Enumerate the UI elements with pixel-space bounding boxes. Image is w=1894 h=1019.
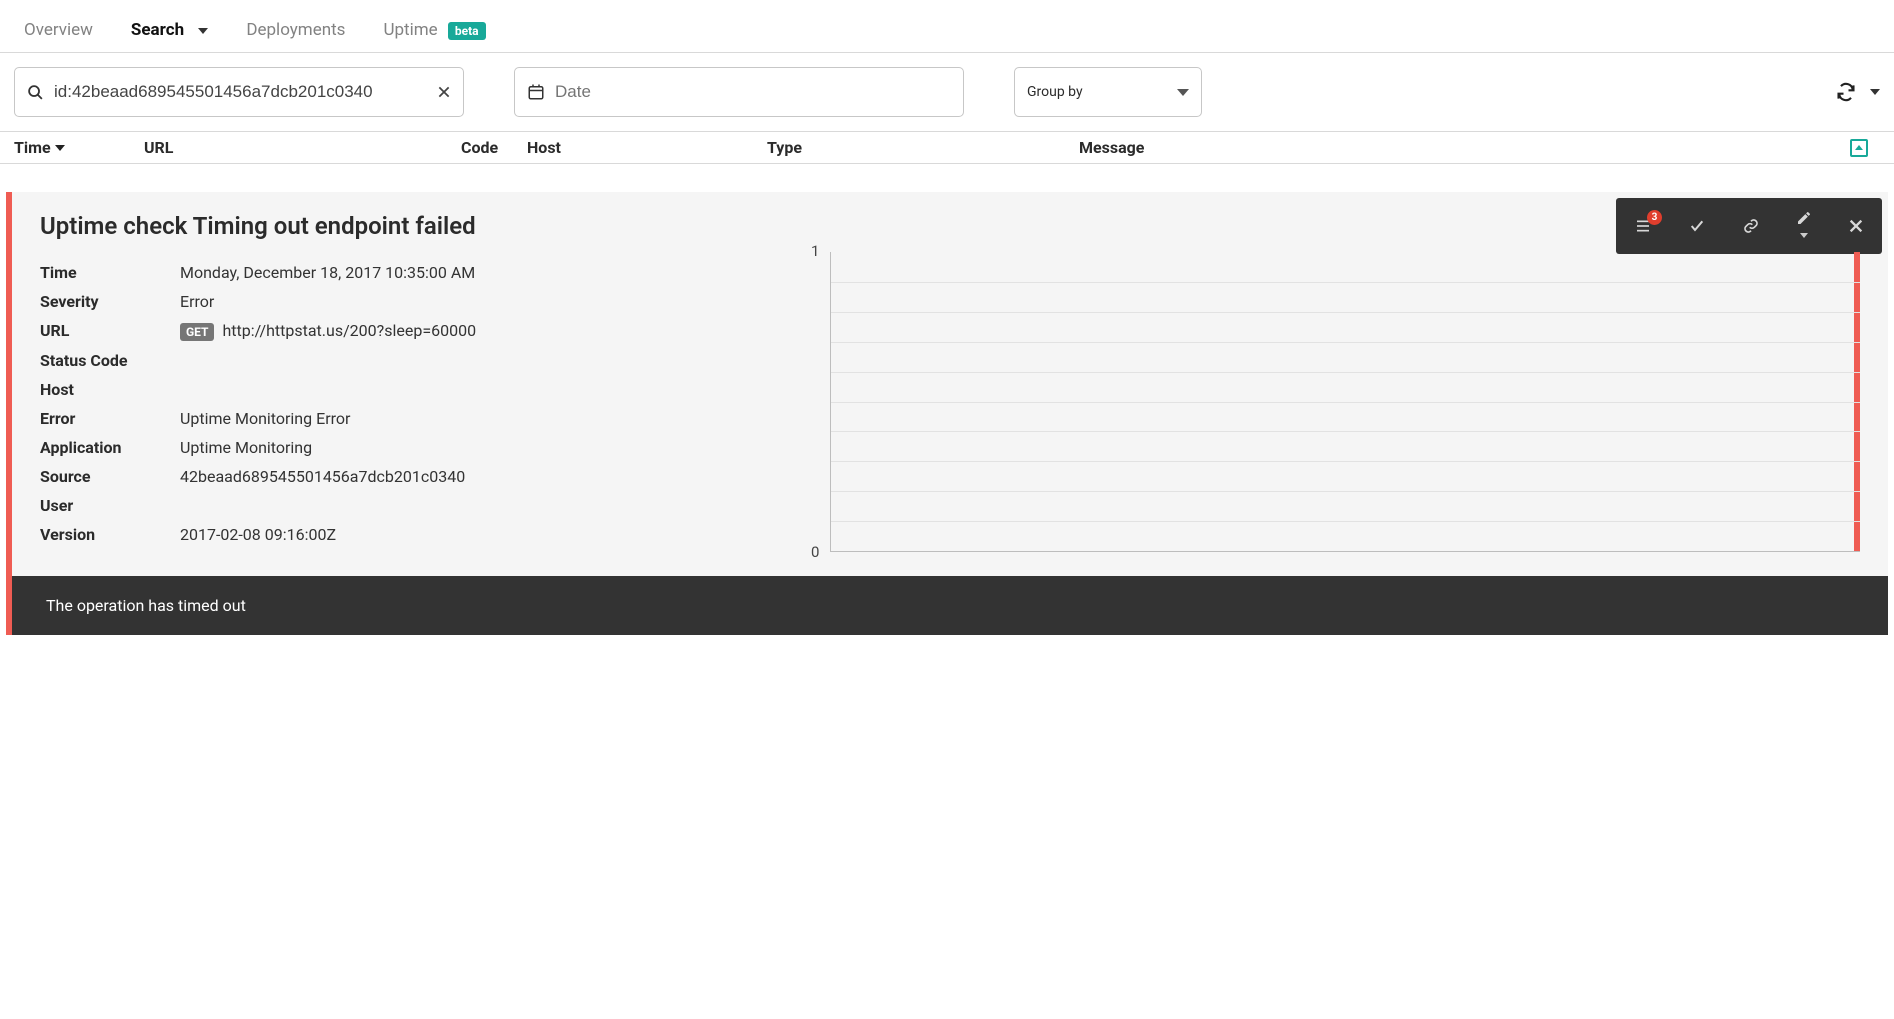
toolbar-list-button[interactable]: 3	[1616, 206, 1670, 246]
chart-ylabel-top: 1	[811, 242, 819, 260]
value-url: GET http://httpstat.us/200?sleep=60000	[180, 321, 476, 341]
clear-search-icon[interactable]	[437, 85, 451, 99]
filter-bar: Group by	[0, 53, 1894, 132]
toolbar-edit-button[interactable]	[1778, 198, 1830, 254]
nav-uptime-label: Uptime	[383, 20, 437, 40]
col-url[interactable]: URL	[144, 138, 461, 157]
detail-title: Uptime check Timing out endpoint failed	[40, 212, 780, 240]
detail-toolbar: 3	[1616, 198, 1882, 254]
label-host: Host	[40, 380, 180, 399]
nav-deployments[interactable]: Deployments	[246, 14, 345, 46]
notification-badge: 3	[1647, 210, 1662, 225]
refresh-icon[interactable]	[1836, 82, 1856, 102]
log-detail-panel: 3 Uptime check Timing out endpoint faile…	[6, 192, 1888, 635]
toolbar-link-button[interactable]	[1724, 206, 1778, 246]
caret-down-icon	[1800, 233, 1808, 238]
collapse-all-button[interactable]	[1850, 139, 1880, 157]
results-header: Time URL Code Host Type Message	[0, 132, 1894, 164]
value-version: 2017-02-08 09:16:00Z	[180, 525, 336, 544]
beta-badge: beta	[448, 22, 486, 40]
caret-down-icon	[198, 28, 208, 34]
nav-search[interactable]: Search	[131, 14, 208, 46]
toolbar-check-button[interactable]	[1670, 206, 1724, 246]
label-error: Error	[40, 409, 180, 428]
refresh-menu-caret-icon[interactable]	[1870, 89, 1880, 95]
col-message[interactable]: Message	[1079, 138, 1850, 157]
value-source: 42beaad689545501456a7dcb201c0340	[180, 467, 465, 486]
caret-down-icon	[1177, 89, 1189, 96]
top-nav: Overview Search Deployments Uptime beta	[0, 0, 1894, 53]
nav-search-label: Search	[131, 20, 184, 40]
detail-chart: 1 0	[830, 252, 1860, 552]
nav-uptime[interactable]: Uptime beta	[383, 14, 485, 46]
calendar-icon	[527, 83, 545, 101]
value-url-text: http://httpstat.us/200?sleep=60000	[222, 321, 476, 340]
label-severity: Severity	[40, 292, 180, 311]
chart-ylabel-bot: 0	[811, 543, 819, 561]
nav-overview[interactable]: Overview	[24, 14, 93, 46]
col-code[interactable]: Code	[461, 138, 527, 157]
label-time: Time	[40, 263, 180, 282]
value-application: Uptime Monitoring	[180, 438, 312, 457]
label-url: URL	[40, 321, 180, 341]
value-severity: Error	[180, 292, 214, 311]
search-icon	[27, 84, 44, 101]
col-host[interactable]: Host	[527, 138, 767, 157]
collapse-icon	[1850, 139, 1868, 157]
refresh-controls	[1836, 82, 1880, 102]
sort-desc-icon	[55, 145, 65, 151]
label-version: Version	[40, 525, 180, 544]
label-status-code: Status Code	[40, 351, 180, 370]
value-error: Uptime Monitoring Error	[180, 409, 350, 428]
groupby-select[interactable]: Group by	[1014, 67, 1202, 117]
search-input-wrap[interactable]	[14, 67, 464, 117]
date-input-wrap[interactable]	[514, 67, 964, 117]
detail-footer-message: The operation has timed out	[12, 576, 1888, 635]
date-input[interactable]	[555, 82, 951, 102]
label-source: Source	[40, 467, 180, 486]
col-type[interactable]: Type	[767, 138, 1079, 157]
groupby-label: Group by	[1027, 84, 1083, 100]
label-application: Application	[40, 438, 180, 457]
search-input[interactable]	[54, 82, 437, 102]
col-time[interactable]: Time	[14, 138, 144, 157]
value-time: Monday, December 18, 2017 10:35:00 AM	[180, 263, 475, 282]
label-user: User	[40, 496, 180, 515]
http-method-badge: GET	[180, 323, 214, 341]
col-time-label: Time	[14, 138, 51, 157]
toolbar-close-button[interactable]	[1830, 206, 1882, 246]
